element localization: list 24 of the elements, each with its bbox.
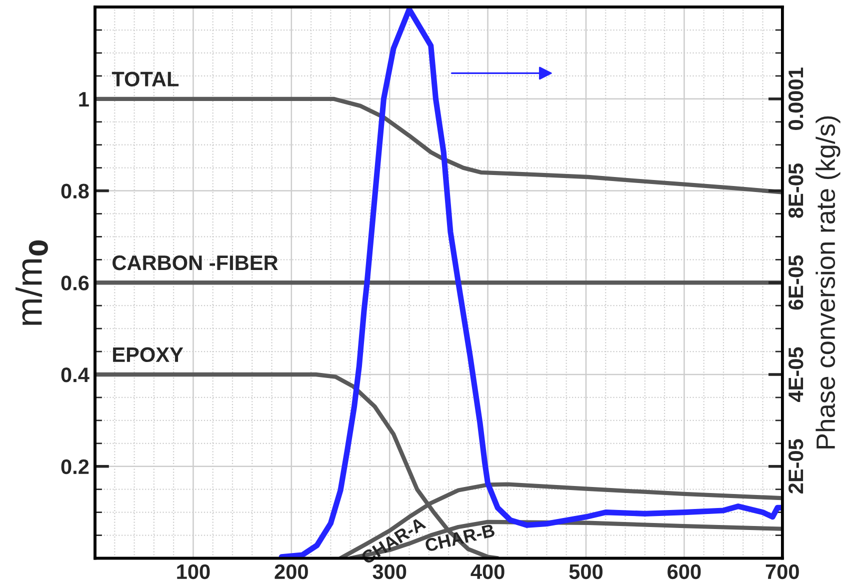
y2-tick-label: 4E-05 — [788, 347, 804, 402]
series-label: EPOXY — [113, 347, 184, 362]
x-tick-label: 400 — [470, 564, 504, 580]
y-tick-label: 1 — [79, 92, 89, 106]
series-label: TOTAL — [112, 72, 179, 86]
text: CHAR-B — [424, 524, 496, 552]
x-tick-label: 700 — [766, 564, 799, 580]
y-axis-title: m/m$_{0}$ — [16, 240, 48, 325]
x-tick-label: 200 — [274, 564, 308, 580]
x-tick-label: 500 — [569, 564, 603, 580]
y2-tick-label: 8E-05 — [788, 164, 804, 218]
y2-tick-label: 2E-05 — [788, 439, 804, 494]
y-tick-label: 0.6 — [61, 276, 89, 290]
y2-tick-label: 6E-05 — [788, 255, 804, 310]
y2-tick-label: 0.0001 — [788, 68, 804, 130]
y2-axis-title: Phase conversion rate (kg/s) — [816, 116, 840, 448]
y-tick-label: 0.2 — [61, 459, 89, 474]
y-tick-label: 0.4 — [61, 368, 90, 382]
x-tick-label: 300 — [372, 564, 406, 580]
x-tick-label: 600 — [668, 564, 701, 580]
line-series — [95, 96, 782, 194]
y-tick-label: 0.8 — [61, 184, 89, 199]
x-tick-label: 100 — [177, 564, 210, 580]
series-label: CARBON -FIBER — [112, 255, 278, 270]
